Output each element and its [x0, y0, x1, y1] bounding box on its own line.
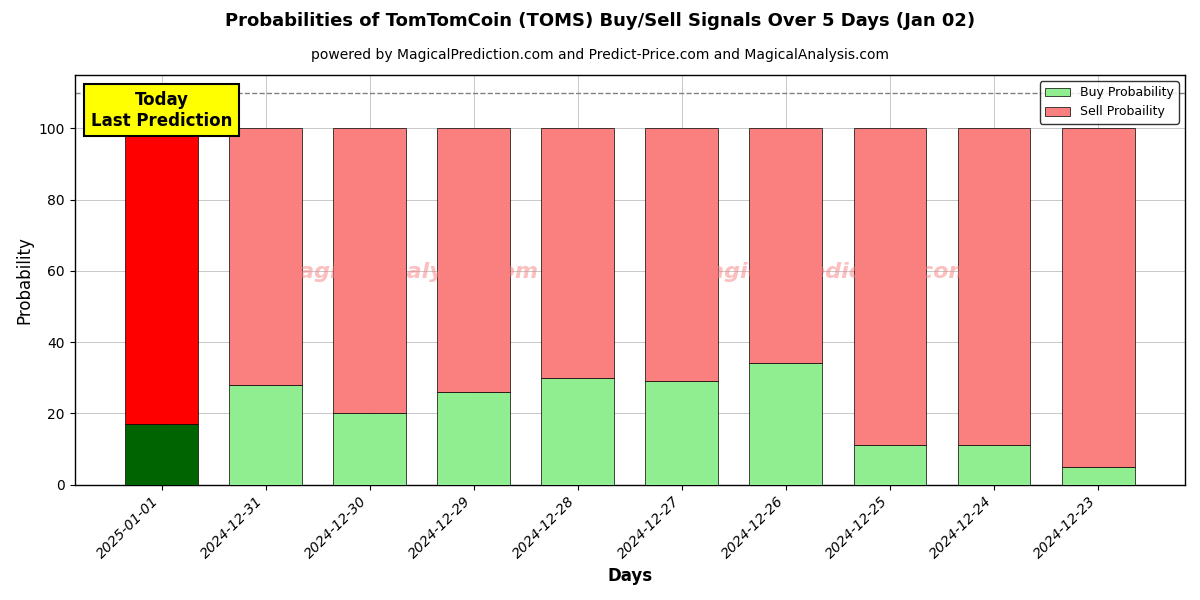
- Bar: [646, 381, 719, 485]
- Bar: [334, 413, 406, 485]
- Text: powered by MagicalPrediction.com and Predict-Price.com and MagicalAnalysis.com: powered by MagicalPrediction.com and Pre…: [311, 48, 889, 62]
- Y-axis label: Probability: Probability: [16, 236, 34, 324]
- Bar: [958, 445, 1031, 485]
- Bar: [853, 445, 926, 485]
- Bar: [437, 128, 510, 392]
- Text: MagicalAnalysis.com: MagicalAnalysis.com: [277, 262, 539, 281]
- Bar: [853, 128, 926, 445]
- Bar: [1062, 467, 1134, 485]
- Text: Today
Last Prediction: Today Last Prediction: [91, 91, 233, 130]
- Bar: [541, 128, 614, 378]
- Bar: [437, 392, 510, 485]
- Bar: [334, 128, 406, 413]
- Bar: [646, 128, 719, 381]
- Text: MagicalPrediction.com: MagicalPrediction.com: [688, 262, 972, 281]
- Bar: [229, 385, 302, 485]
- Legend: Buy Probability, Sell Probaility: Buy Probability, Sell Probaility: [1040, 81, 1178, 124]
- Bar: [1062, 128, 1134, 467]
- Text: Probabilities of TomTomCoin (TOMS) Buy/Sell Signals Over 5 Days (Jan 02): Probabilities of TomTomCoin (TOMS) Buy/S…: [224, 12, 976, 30]
- Bar: [125, 128, 198, 424]
- X-axis label: Days: Days: [607, 567, 653, 585]
- Bar: [750, 364, 822, 485]
- Bar: [541, 378, 614, 485]
- Bar: [125, 424, 198, 485]
- Bar: [229, 128, 302, 385]
- Bar: [958, 128, 1031, 445]
- Bar: [750, 128, 822, 364]
